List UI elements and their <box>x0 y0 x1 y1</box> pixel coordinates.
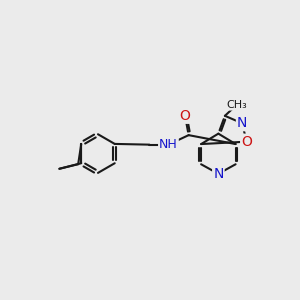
Text: O: O <box>180 109 190 123</box>
Text: N: N <box>237 116 247 130</box>
Text: NH: NH <box>159 138 178 151</box>
Text: O: O <box>241 135 252 149</box>
Text: N: N <box>213 167 224 181</box>
Text: CH₃: CH₃ <box>226 100 247 110</box>
